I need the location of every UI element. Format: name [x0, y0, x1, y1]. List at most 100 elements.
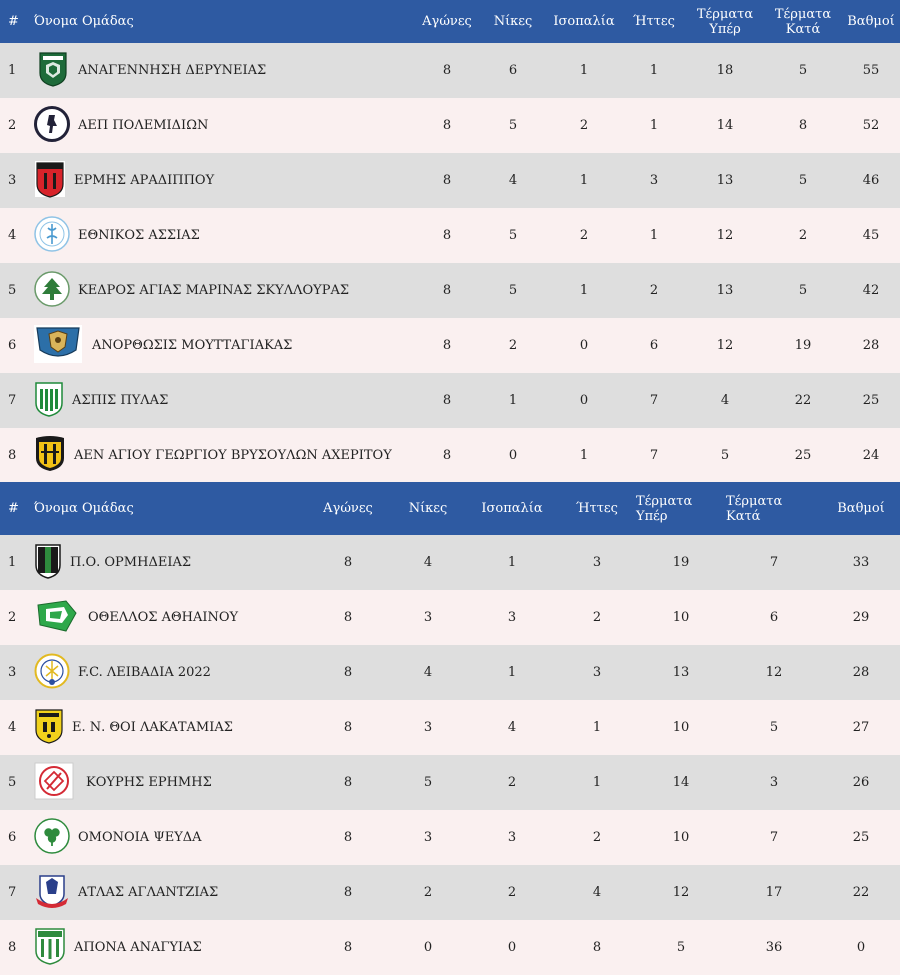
table-header: # Όνομα Ομάδας Αγώνες Νίκες Ισοπαλία Ήττ…: [0, 0, 900, 43]
position: 4: [8, 228, 17, 243]
losses: 2: [592, 830, 602, 845]
kouris-crest-icon: [34, 762, 74, 804]
goals-against: 22: [794, 393, 812, 408]
team-cell: F.C. ΛΕΙΒΑΔΙΑ 2022: [34, 645, 306, 700]
played: 8: [343, 940, 353, 955]
played: 8: [442, 393, 452, 408]
draws: 4: [507, 720, 517, 735]
goals-against: 2: [798, 228, 808, 243]
goals-against: 6: [769, 610, 779, 625]
ethnikos-crest-icon: [34, 215, 70, 256]
omonoia-crest-icon: [34, 817, 70, 858]
goals-for: 13: [716, 283, 734, 298]
col-header-points: Βαθμοί: [842, 0, 900, 43]
losses: 2: [592, 610, 602, 625]
table-row: 8 ΑΠΟΝΑ ΑΝΑΓΥΙΑΣ 8 0 0 8 5 36 0: [0, 920, 900, 975]
points: 22: [852, 885, 870, 900]
points: 29: [852, 610, 870, 625]
team-name[interactable]: ΕΘΝΙΚΟΣ ΑΣΣΙΑΣ: [78, 228, 200, 243]
team-name[interactable]: ΟΜΟΝΟΙΑ ΨΕΥΔΑ: [78, 830, 202, 845]
points: 33: [852, 555, 870, 570]
goals-for: 14: [672, 775, 690, 790]
points: 24: [862, 447, 880, 463]
wins: 4: [508, 173, 518, 188]
aen-crest-icon: [34, 434, 66, 476]
points: 26: [852, 775, 870, 790]
goals-against: 36: [765, 940, 783, 955]
team-name[interactable]: Π.Ο. ΟΡΜΗΔΕΙΑΣ: [70, 555, 192, 570]
team-name[interactable]: ΕΡΜΗΣ ΑΡΑΔΙΠΠΟΥ: [74, 173, 215, 188]
goals-for: 4: [720, 393, 730, 408]
played: 8: [442, 118, 452, 133]
goals-for: 13: [716, 173, 734, 188]
wins: 6: [508, 63, 518, 78]
col-header-goals-against-line2: Κατά: [726, 508, 761, 524]
played: 8: [442, 228, 452, 243]
team-name[interactable]: ΑΠΟΝΑ ΑΝΑΓΥΙΑΣ: [74, 940, 202, 955]
team-name[interactable]: ΑΤΛΑΣ ΑΓΛΑΝΤΖΙΑΣ: [78, 885, 219, 900]
team-name[interactable]: ΟΘΕΛΛΟΣ ΑΘΗΑΙΝΟΥ: [88, 610, 239, 625]
position: 5: [8, 775, 17, 790]
team-cell: Π.Ο. ΟΡΜΗΔΕΙΑΣ: [34, 535, 306, 590]
losses: 3: [592, 555, 602, 570]
table-row: 2 ΑΕΠ ΠΟΛΕΜΙΔΙΩΝ 8 5 2 1 14 8 52: [0, 98, 900, 153]
leivadia-crest-icon: [34, 652, 70, 694]
wins: 1: [508, 393, 518, 408]
position: 5: [8, 283, 17, 298]
goals-against: 3: [769, 775, 779, 790]
goals-against: 7: [769, 555, 779, 570]
losses: 3: [592, 665, 602, 680]
wins: 3: [423, 830, 433, 845]
team-cell: ΚΟΥΡΗΣ ΕΡΗΜΗΣ: [34, 755, 306, 810]
team-name[interactable]: F.C. ΛΕΙΒΑΔΙΑ 2022: [78, 665, 211, 680]
table-row: 5 ΚΟΥΡΗΣ ΕΡΗΜΗΣ 8 5 2 1 14 3 26: [0, 755, 900, 810]
col-header-goals-against-line1: Τέρματα: [726, 493, 783, 509]
table-row: 2 ΟΘΕΛΛΟΣ ΑΘΗΑΙΝΟΥ 8 3 3 2 10 6 29: [0, 590, 900, 645]
goals-for: 19: [672, 555, 690, 570]
table-row: 5 ΚΕΔΡΟΣ ΑΓΙΑΣ ΜΑΡΙΝΑΣ ΣΚΥΛΛΟΥΡΑΣ 8 5 1 …: [0, 263, 900, 318]
played: 8: [343, 610, 353, 625]
team-name[interactable]: ΑΕΝ ΑΓΙΟΥ ΓΕΩΡΓΙΟΥ ΒΡΥΣΟΥΛΩΝ ΑΧΕΡΙΤΟΥ: [74, 447, 392, 463]
draws: 1: [507, 665, 517, 680]
goals-for: 5: [720, 447, 730, 463]
goals-for: 12: [672, 885, 690, 900]
goals-for: 12: [716, 338, 734, 353]
team-name[interactable]: ΑΕΠ ΠΟΛΕΜΙΔΙΩΝ: [78, 118, 209, 133]
team-cell: ΑΤΛΑΣ ΑΓΛΑΝΤΖΙΑΣ: [34, 865, 306, 920]
ermis-crest-icon: [34, 160, 66, 202]
table-row: 1 ΑΝΑΓΕΝΝΗΣΗ ΔΕΡΥΝΕΙΑΣ 8 6 1 1 18 5 55: [0, 43, 900, 98]
goals-for: 10: [672, 720, 690, 735]
goals-against: 5: [769, 720, 779, 735]
team-name[interactable]: ΑΝΟΡΘΩΣΙΣ ΜΟΥΤΤΑΓΙΑΚΑΣ: [92, 338, 293, 353]
losses: 1: [592, 775, 602, 790]
position: 3: [8, 665, 17, 680]
table-header: # Όνομα Ομάδας Αγώνες Νίκες Ισοπαλία Ήττ…: [0, 482, 900, 535]
position: 2: [8, 610, 17, 625]
team-cell: ΟΜΟΝΟΙΑ ΨΕΥΔΑ: [34, 810, 306, 865]
col-header-draws: Ισοπαλία: [466, 482, 558, 535]
draws: 1: [507, 555, 517, 570]
goals-for: 5: [676, 940, 686, 955]
table-row: 4 ΕΘΝΙΚΟΣ ΑΣΣΙΑΣ 8 5 2 1 12 2 45: [0, 208, 900, 263]
anorthosis-crest-icon: [34, 324, 82, 367]
kedros-crest-icon: [34, 270, 70, 311]
col-header-wins: Νίκες: [480, 0, 546, 43]
played: 8: [343, 775, 353, 790]
points: 46: [862, 173, 880, 188]
col-header-goals-for-line2: Υπέρ: [636, 508, 668, 524]
team-name[interactable]: ΑΣΠΙΣ ΠΥΛΑΣ: [72, 393, 169, 408]
team-name[interactable]: ΑΝΑΓΕΝΝΗΣΗ ΔΕΡΥΝΕΙΑΣ: [78, 63, 267, 78]
team-name[interactable]: ΚΕΔΡΟΣ ΑΓΙΑΣ ΜΑΡΙΝΑΣ ΣΚΥΛΛΟΥΡΑΣ: [78, 283, 350, 298]
team-name[interactable]: ΚΟΥΡΗΣ ΕΡΗΜΗΣ: [86, 775, 212, 790]
wins: 0: [423, 940, 433, 955]
losses: 7: [649, 393, 659, 408]
goals-against: 5: [798, 173, 808, 188]
position: 3: [8, 173, 17, 188]
played: 8: [343, 665, 353, 680]
wins: 5: [423, 775, 433, 790]
team-name[interactable]: Ε. Ν. ΘΟΙ ΛΑΚΑΤΑΜΙΑΣ: [72, 720, 233, 735]
table-row: 1 Π.Ο. ΟΡΜΗΔΕΙΑΣ 8 4 1 3 19 7 33: [0, 535, 900, 590]
table-row: 6 ΟΜΟΝΟΙΑ ΨΕΥΔΑ 8 3 3 2 10 7 25: [0, 810, 900, 865]
losses: 1: [649, 118, 659, 133]
losses: 6: [649, 338, 659, 353]
